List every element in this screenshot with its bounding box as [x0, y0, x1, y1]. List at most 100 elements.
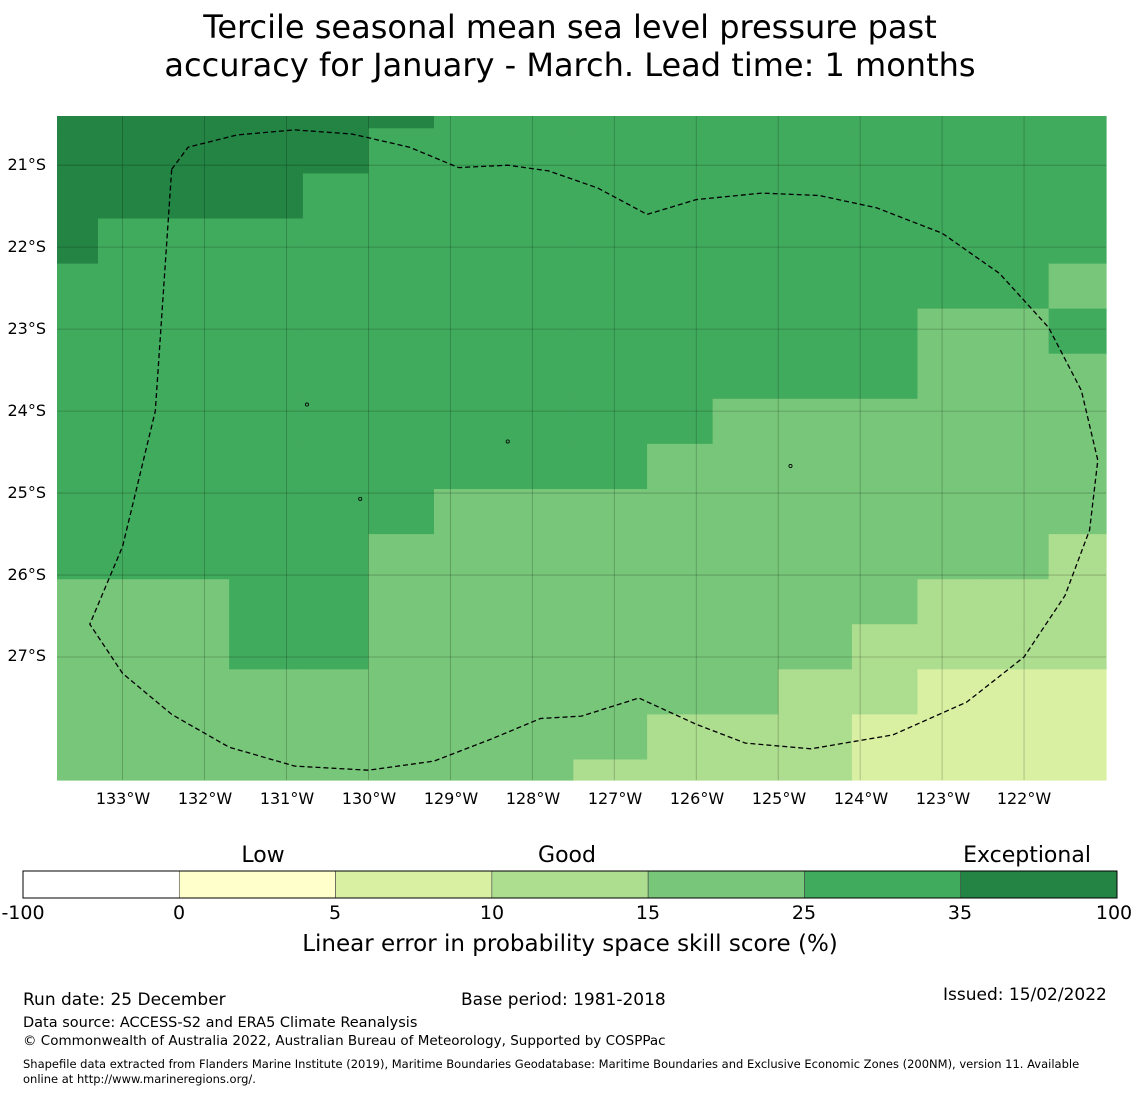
lat-label-24s: 24°S [7, 401, 46, 420]
skill-cell [434, 308, 509, 355]
skill-cell [647, 173, 714, 220]
colorbar-segment [22, 870, 180, 899]
skill-cell [573, 669, 648, 715]
skill-cell [917, 669, 984, 715]
skill-cell [647, 308, 714, 355]
skill-cell [917, 759, 984, 781]
skill-cell [573, 308, 648, 355]
skill-cell [302, 624, 370, 670]
island-outline [304, 402, 309, 407]
skill-cell [647, 128, 714, 174]
colorbar-category-good: Good [538, 843, 596, 868]
skill-cell [57, 398, 99, 445]
skill-cell [98, 116, 165, 129]
skill-cell [229, 398, 304, 445]
skill-cell [712, 714, 779, 761]
colorbar-tick: 5 [328, 902, 342, 924]
skill-cell [98, 218, 165, 265]
skill-cell [98, 669, 165, 715]
colorbar-category-low: Low [241, 843, 285, 868]
skill-cell [302, 353, 370, 400]
skill-cell [712, 579, 779, 625]
skill-cell [983, 116, 1050, 129]
skill-cell [851, 308, 919, 355]
skill-cell [1048, 534, 1107, 580]
skill-cell [507, 398, 574, 445]
skill-cell [368, 759, 435, 781]
skill-cell [851, 669, 919, 715]
skill-cell [302, 534, 370, 580]
skill-cell [507, 173, 574, 220]
skill-cell [1048, 308, 1107, 355]
skill-cell [434, 534, 509, 580]
skill-cell [368, 116, 435, 129]
skill-cell [302, 128, 370, 174]
skill-cell [647, 116, 714, 129]
copyright: © Commonwealth of Australia 2022, Austra… [23, 1033, 666, 1049]
skill-cell [573, 218, 648, 265]
skill-cell [163, 669, 230, 715]
skill-cell [778, 579, 853, 625]
skill-cell [163, 218, 230, 265]
skill-cell [647, 714, 714, 761]
skill-cell [57, 443, 99, 490]
skill-cell [917, 218, 984, 265]
skill-cell [917, 624, 984, 670]
skill-cell [851, 534, 919, 580]
lat-label-21s: 21°S [7, 155, 46, 174]
skill-cell [1048, 759, 1107, 781]
skill-cell [229, 443, 304, 490]
colorbar-label: Linear error in probability space skill … [302, 931, 838, 957]
skill-cell [573, 443, 648, 490]
skill-cell [302, 116, 370, 129]
skill-cell [302, 308, 370, 355]
skill-cell [712, 263, 779, 310]
skill-cell [917, 263, 984, 310]
skill-cell [1048, 443, 1107, 490]
skill-cell [98, 263, 165, 310]
skill-cell [229, 489, 304, 535]
skill-cell [983, 353, 1050, 400]
skill-cell [507, 489, 574, 535]
skill-cell [98, 173, 165, 220]
skill-cell [57, 218, 99, 265]
skill-cell [983, 489, 1050, 535]
skill-cell [573, 624, 648, 670]
skill-cell [647, 669, 714, 715]
colorbar [22, 870, 1118, 899]
skill-cell [57, 353, 99, 400]
skill-cell [712, 624, 779, 670]
colorbar-tick: -100 [1, 902, 45, 924]
skill-cell [712, 173, 779, 220]
skill-cell [57, 624, 99, 670]
island-outline [358, 496, 363, 501]
skill-cell [368, 489, 435, 535]
skill-cell [507, 263, 574, 310]
skill-cell [368, 218, 435, 265]
skill-cell [57, 714, 99, 761]
skill-cell [917, 353, 984, 400]
skill-cell [1048, 398, 1107, 445]
skill-cell [229, 308, 304, 355]
skill-map [22, 116, 1118, 899]
skill-cell [983, 534, 1050, 580]
skill-cell [647, 579, 714, 625]
skill-cell [647, 534, 714, 580]
skill-cell [1048, 173, 1107, 220]
skill-cell [647, 398, 714, 445]
data-source: Data source: ACCESS-S2 and ERA5 Climate … [23, 1015, 418, 1031]
skill-cell [98, 714, 165, 761]
skill-cell [302, 263, 370, 310]
skill-cell [983, 398, 1050, 445]
skill-cell [163, 579, 230, 625]
skill-cell [778, 218, 853, 265]
skill-cell [229, 534, 304, 580]
skill-cell [434, 443, 509, 490]
skill-cell [507, 308, 574, 355]
skill-cell [851, 759, 919, 781]
skill-cell [712, 759, 779, 781]
skill-cell [368, 714, 435, 761]
skill-cell [647, 624, 714, 670]
skill-cell [163, 624, 230, 670]
lon-label-128w: 128°W [505, 789, 561, 808]
